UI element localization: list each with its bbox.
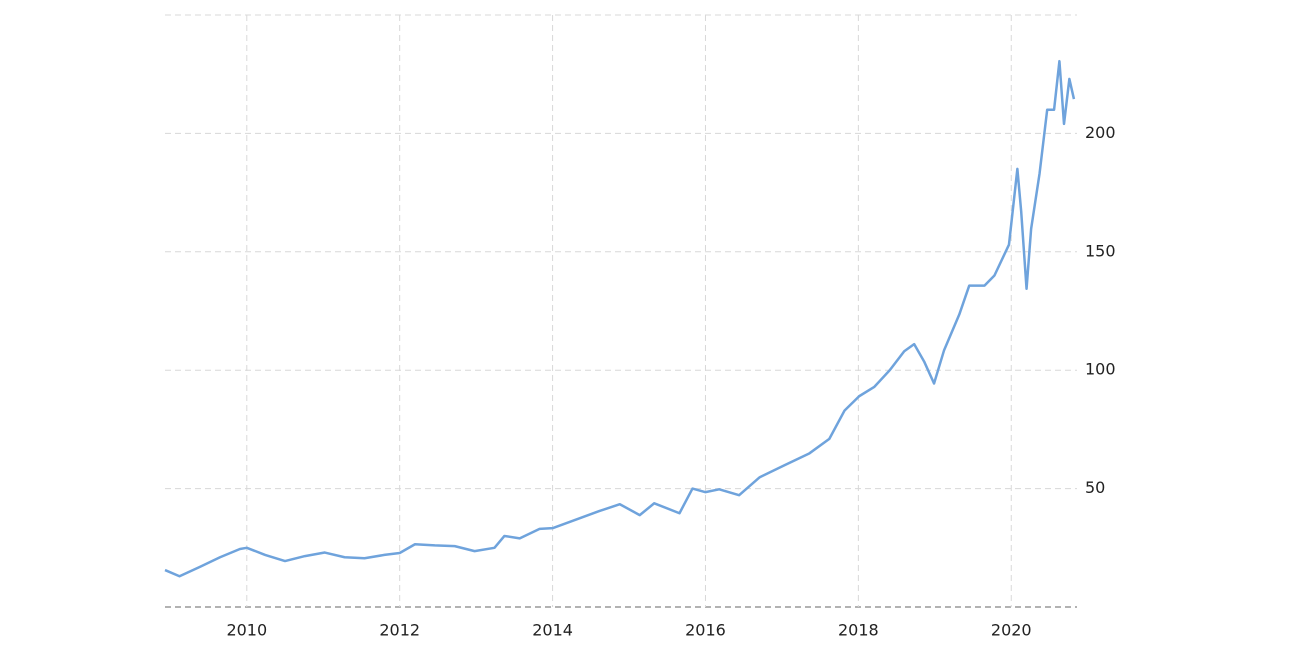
y-tick-label: 100: [1085, 360, 1116, 379]
y-tick-label: 200: [1085, 123, 1116, 142]
price-line: [164, 59, 1076, 578]
x-tick-label: 2018: [838, 621, 879, 640]
x-tick-label: 2014: [532, 621, 573, 640]
y-tick-label: 150: [1085, 241, 1116, 260]
x-tick-label: 2020: [991, 621, 1032, 640]
x-tick-label: 2010: [226, 621, 267, 640]
x-tick-label: 2016: [685, 621, 726, 640]
y-tick-label: 50: [1085, 478, 1105, 497]
x-tick-label: 2012: [379, 621, 420, 640]
